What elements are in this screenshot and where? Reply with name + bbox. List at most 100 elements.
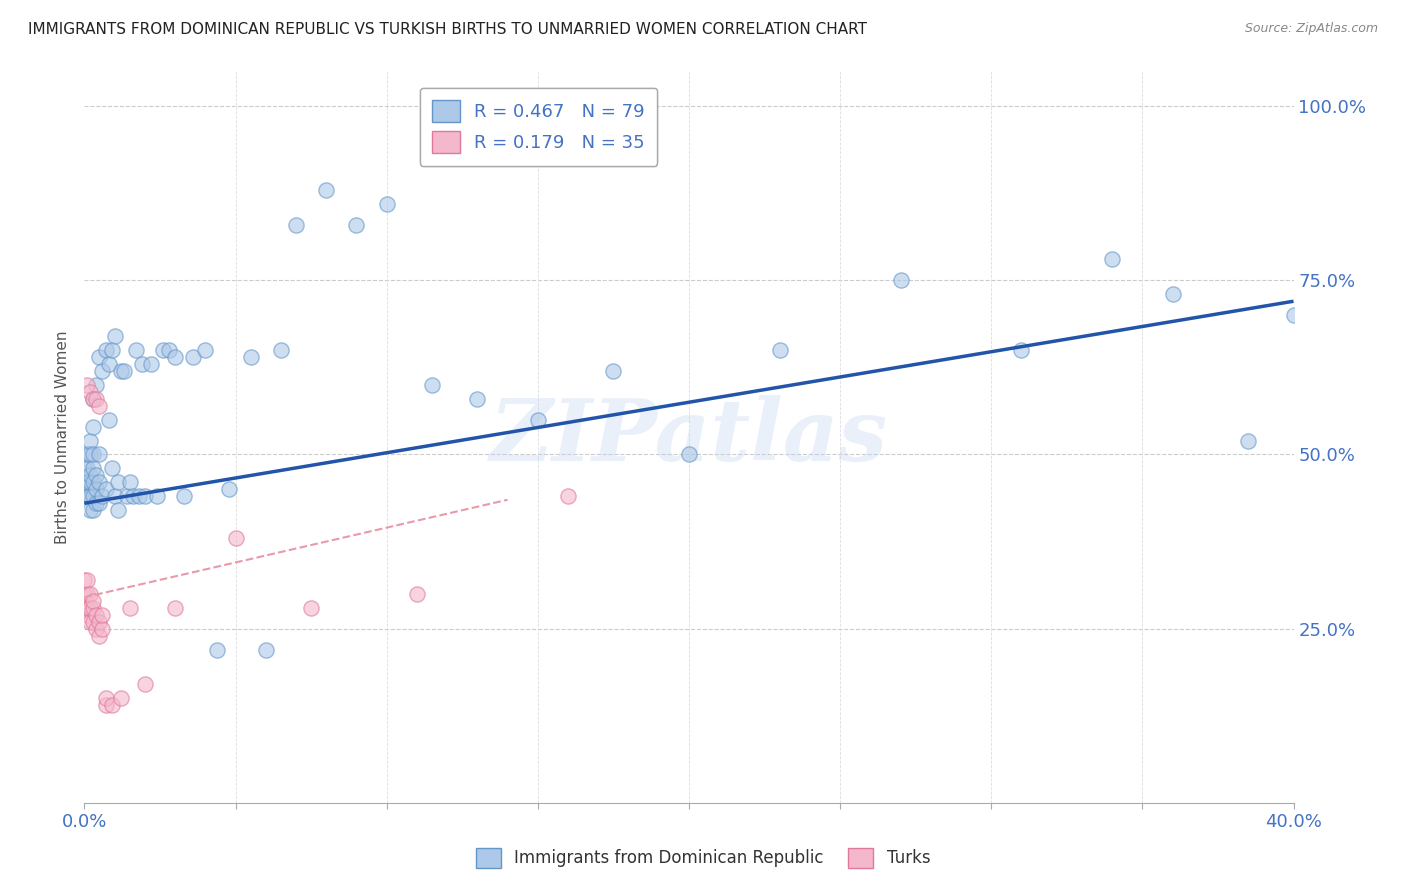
Point — [82, 615, 104, 629]
Legend: R = 0.467   N = 79, R = 0.179   N = 35: R = 0.467 N = 79, R = 0.179 N = 35 — [420, 87, 657, 166]
Point — [89, 448, 111, 462]
Point — [165, 350, 187, 364]
Point — [73, 461, 96, 475]
Point — [285, 218, 308, 232]
Point — [299, 600, 322, 615]
Point — [82, 448, 104, 462]
Point — [225, 531, 247, 545]
Point — [89, 615, 111, 629]
Point — [76, 475, 98, 490]
Point — [406, 587, 429, 601]
Point — [82, 600, 104, 615]
Point — [76, 587, 98, 601]
Point — [79, 448, 101, 462]
Point — [89, 399, 111, 413]
Point — [76, 461, 98, 475]
Point — [89, 475, 111, 490]
Text: ZIPatlas: ZIPatlas — [489, 395, 889, 479]
Point — [134, 489, 156, 503]
Point — [89, 350, 111, 364]
Point — [207, 642, 229, 657]
Point — [100, 343, 122, 357]
Point — [86, 468, 108, 483]
Point — [86, 377, 108, 392]
Point — [79, 468, 101, 483]
Point — [254, 642, 277, 657]
Point — [346, 218, 368, 232]
Point — [97, 412, 120, 426]
Point — [79, 434, 101, 448]
Y-axis label: Births to Unmarried Women: Births to Unmarried Women — [55, 330, 70, 544]
Point — [76, 475, 98, 490]
Point — [315, 183, 337, 197]
Point — [79, 600, 101, 615]
Point — [420, 377, 443, 392]
Point — [79, 489, 101, 503]
Point — [121, 489, 143, 503]
Point — [115, 489, 138, 503]
Point — [1101, 252, 1123, 267]
Point — [146, 489, 169, 503]
Point — [125, 343, 148, 357]
Point — [94, 698, 117, 713]
Point — [86, 622, 108, 636]
Point — [86, 392, 108, 406]
Point — [79, 384, 101, 399]
Point — [82, 594, 104, 608]
Point — [527, 412, 550, 426]
Point — [82, 392, 104, 406]
Point — [157, 343, 180, 357]
Point — [110, 364, 132, 378]
Point — [79, 615, 101, 629]
Point — [82, 419, 104, 434]
Point — [678, 448, 700, 462]
Point — [118, 475, 141, 490]
Point — [1282, 308, 1305, 322]
Point — [1237, 434, 1260, 448]
Point — [270, 343, 292, 357]
Point — [100, 461, 122, 475]
Point — [91, 489, 114, 503]
Point — [104, 489, 127, 503]
Point — [76, 573, 98, 587]
Point — [218, 483, 240, 497]
Point — [91, 364, 114, 378]
Point — [89, 496, 111, 510]
Point — [73, 600, 96, 615]
Point — [76, 600, 98, 615]
Point — [110, 691, 132, 706]
Point — [194, 343, 217, 357]
Point — [97, 357, 120, 371]
Point — [94, 691, 117, 706]
Point — [181, 350, 204, 364]
Point — [112, 364, 135, 378]
Point — [118, 600, 141, 615]
Text: Source: ZipAtlas.com: Source: ZipAtlas.com — [1244, 22, 1378, 36]
Point — [79, 503, 101, 517]
Point — [1011, 343, 1033, 357]
Point — [94, 343, 117, 357]
Point — [76, 489, 98, 503]
Point — [128, 489, 150, 503]
Text: IMMIGRANTS FROM DOMINICAN REPUBLIC VS TURKISH BIRTHS TO UNMARRIED WOMEN CORRELAT: IMMIGRANTS FROM DOMINICAN REPUBLIC VS TU… — [28, 22, 868, 37]
Point — [602, 364, 624, 378]
Point — [76, 489, 98, 503]
Point — [82, 461, 104, 475]
Point — [86, 607, 108, 622]
Point — [152, 343, 174, 357]
Point — [82, 503, 104, 517]
Point — [82, 392, 104, 406]
Point — [467, 392, 489, 406]
Point — [73, 475, 96, 490]
Point — [76, 448, 98, 462]
Point — [134, 677, 156, 691]
Point — [173, 489, 195, 503]
Point — [91, 622, 114, 636]
Point — [76, 377, 98, 392]
Point — [89, 629, 111, 643]
Point — [139, 357, 162, 371]
Point — [86, 496, 108, 510]
Point — [890, 273, 912, 287]
Point — [79, 475, 101, 490]
Point — [104, 329, 127, 343]
